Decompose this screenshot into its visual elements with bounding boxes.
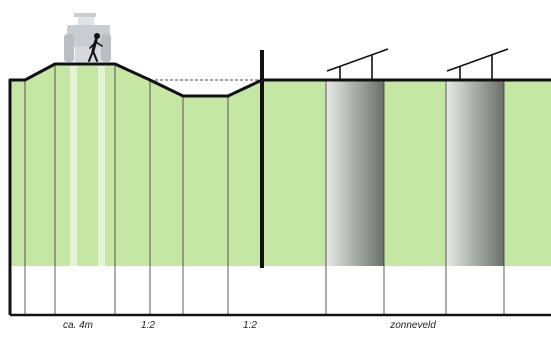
crest-highlight-stripe [70,66,77,266]
solar-panel-icon [446,48,509,80]
label-slope-left: 1:2 [141,320,155,331]
label-berm-width: ca. 4m [62,320,94,331]
crest-highlight-stripe [98,66,105,266]
label-solar-field: zonneveld [390,320,436,331]
tractor-icon [64,13,111,62]
grass-area [10,64,551,266]
grid-lines [24,64,505,315]
panel-shade-column [446,80,504,266]
ground-profile [8,62,551,315]
walking-person-icon [88,33,103,62]
solar-panel-icon [326,48,389,80]
label-slope-right: 1:2 [243,320,257,331]
panel-shade-column [326,80,384,266]
